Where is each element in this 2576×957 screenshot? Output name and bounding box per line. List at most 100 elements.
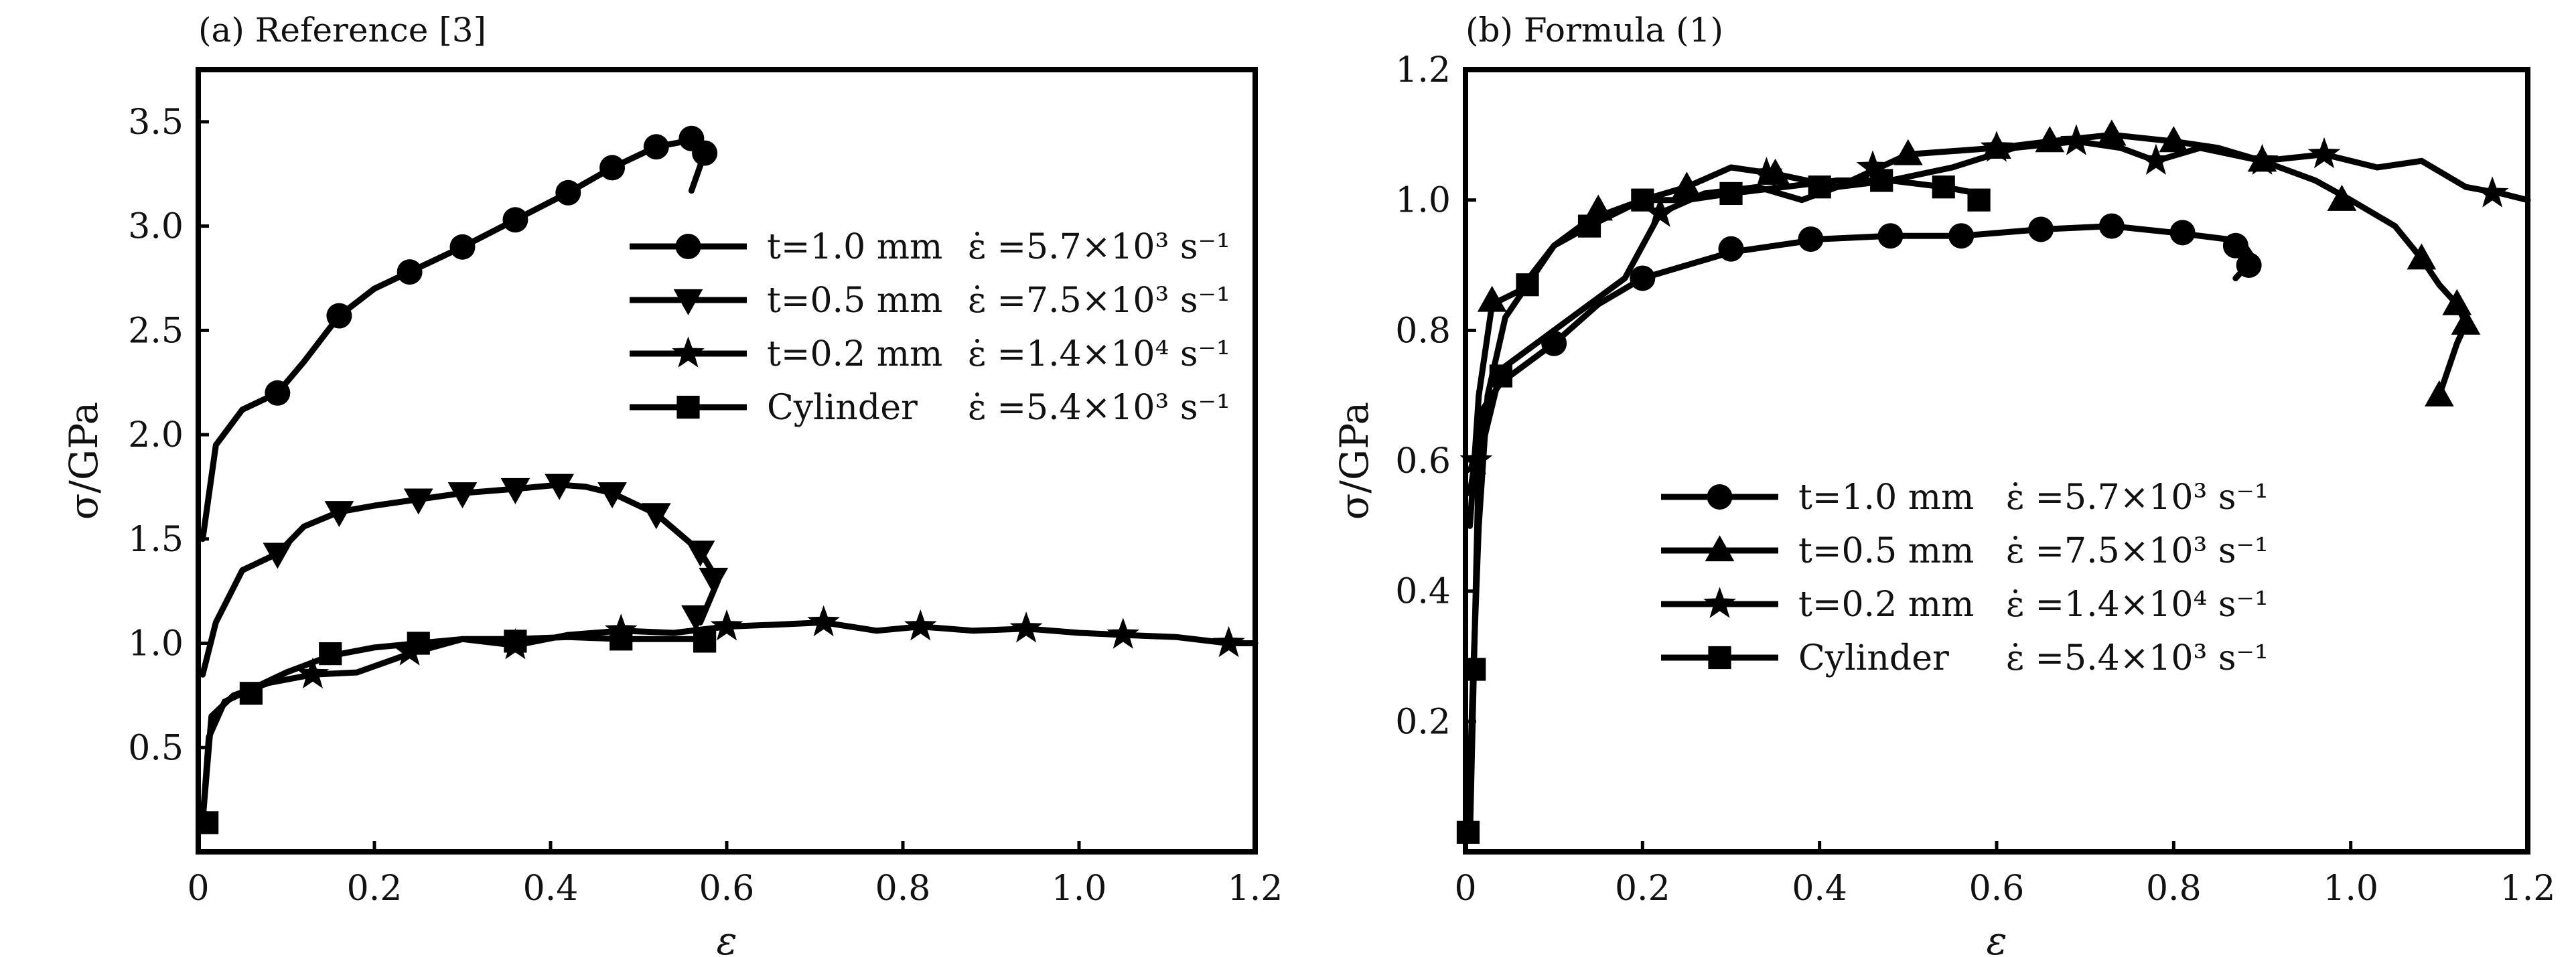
chart-a-y-axis-label: σ/GPa [61, 402, 106, 520]
chart-b-y-tick-label-0: 0.2 [1395, 702, 1451, 742]
chart-b-series-1-point-2 [1672, 171, 1702, 198]
chart-b-x-tick-label-6: 1.2 [2500, 869, 2556, 909]
chart-b-series-0-point-10 [2236, 252, 2262, 278]
chart-b-legend-marker-2 [1703, 587, 1736, 618]
chart-a-series-2-point-9 [1212, 625, 1245, 658]
chart-b-series-3-point-8 [1870, 169, 1893, 192]
chart-b-series-3-point-7 [1808, 175, 1831, 199]
chart-b-ticks: 0 0.2 0.4 0.6 0.8 1.0 1.2 0.2 0.4 0.6 0.8 1.0 1.2 [1395, 50, 2555, 909]
chart-b-y-tick-label-5: 1.2 [1395, 50, 1451, 90]
chart-b-series-2-point-7 [2246, 143, 2279, 175]
chart-b-y-tick-label-3: 0.8 [1395, 311, 1451, 351]
chart-a-series-1-point-7 [641, 503, 671, 530]
chart-b-series-1-point-1 [1583, 194, 1614, 221]
chart-a-series-1-point-5 [545, 473, 574, 500]
chart-a-series-0-point-1 [326, 303, 352, 329]
chart-b-legend-rate-1: ε̇ =7.5×10³ s⁻¹ [2006, 531, 2269, 571]
chart-b-x-tick-label-2: 0.4 [1792, 869, 1847, 909]
chart-b-series-0-point-3 [1798, 226, 1824, 252]
chart-b-x-axis-label: ε [1986, 918, 2007, 957]
chart-a-legend-label-3: Cylinder [767, 388, 918, 428]
chart-b-series-1-point-7 [2096, 119, 2127, 146]
chart-a-series-3-point-2 [319, 642, 342, 666]
chart-a-series-3-point-4 [504, 630, 527, 653]
chart-b-legend-rate-0: ε̇ =5.7×10³ s⁻¹ [2006, 477, 2269, 518]
chart-b-series-0-point-7 [2098, 213, 2125, 239]
chart-a-series-1-point-6 [597, 482, 627, 509]
chart-b-series-0-point-8 [2169, 220, 2196, 246]
chart-b-series-0-point-9 [2222, 232, 2248, 259]
chart-a-series-0-point-7 [643, 134, 669, 160]
chart-b-plot-frame [1463, 67, 2530, 855]
chart-a-series-2-point-8 [1106, 617, 1140, 649]
chart-a-series-0-point-0 [265, 380, 291, 406]
chart-b-series-1-point-14 [2424, 380, 2454, 407]
chart-b-series-3-point-6 [1719, 181, 1743, 206]
chart-a-series-3-point-6 [693, 630, 717, 653]
chart-b-series-2-point-3 [1856, 150, 1889, 181]
chart-b-legend-marker-0 [1707, 484, 1733, 510]
chart-a-series-line-0 [200, 135, 708, 542]
chart-a-series-0-point-3 [449, 234, 476, 260]
chart-a-series-line-1 [200, 482, 721, 678]
chart-b-series-1-point-4 [1893, 139, 1923, 165]
chart-a-series-2-point-0 [296, 657, 330, 688]
chart-b-y-tick-label-1: 0.4 [1395, 572, 1451, 612]
chart-a-x-tick-label-6: 1.2 [1228, 869, 1283, 909]
chart-a-series-0-point-6 [599, 155, 626, 181]
chart-b-series-2-point-4 [1980, 131, 2013, 162]
chart-a-series-1-point-9 [699, 567, 729, 594]
chart-b-legend-marker-3 [1708, 646, 1731, 670]
chart-a-series-2-point-6 [904, 609, 937, 641]
chart-a-y-tick-label-4: 2.5 [128, 311, 184, 351]
chart-b-series-1-point-12 [2442, 289, 2472, 315]
chart-a-y-tick-label-2: 1.5 [128, 520, 184, 560]
chart-b-series-0-point-2 [1718, 236, 1744, 262]
chart-a-x-tick-label-0: 0 [187, 869, 209, 909]
chart-b-series-3-point-4 [1577, 214, 1601, 238]
chart-a-series-0-point-2 [397, 259, 423, 285]
chart-b-x-tick-label-0: 0 [1454, 869, 1476, 909]
chart-a-series-1-point-10 [681, 605, 711, 632]
chart-a-legend: t=1.0 mm ε̇ =5.7×10³ s⁻¹ t=0.5 mm ε̇ =7.5×1… [630, 227, 1230, 428]
chart-b-x-tick-label-3: 0.6 [1969, 869, 2025, 909]
chart-b: (b) Formula (1) 0 0.2 0.4 0.6 0.8 1.0 1.2 0.2 0.… [1332, 11, 2555, 957]
chart-b-series-1-point-8 [2159, 126, 2189, 153]
chart-b-legend-label-0: t=1.0 mm [1798, 477, 1974, 518]
chart-a-x-tick-label-3: 0.6 [699, 869, 755, 909]
chart-a-series-2-point-5 [807, 605, 840, 637]
chart-b-x-tick-label-4: 0.8 [2146, 869, 2202, 909]
chart-b-legend-rate-3: ε̇ =5.4×10³ s⁻¹ [2006, 638, 2269, 678]
chart-a-x-axis-label: ε [716, 918, 737, 957]
chart-a-series-3-point-1 [239, 682, 263, 705]
chart-a-series-3-point-5 [610, 628, 633, 651]
chart-a-legend-label-1: t=0.5 mm [767, 281, 942, 321]
chart-b-y-axis-label: σ/GPa [1332, 402, 1377, 520]
chart-a-x-tick-label-4: 0.8 [875, 869, 931, 909]
chart-a-series-0-point-5 [555, 179, 581, 206]
chart-a-title: (a) Reference [3] [198, 11, 486, 50]
chart-b-series-2-point-9 [2476, 176, 2509, 208]
chart-a-series-1-point-0 [263, 542, 293, 569]
chart-b-legend: t=1.0 mm ε̇ =5.7×10³ s⁻¹ t=0.5 mm ε̇ =7.5×1… [1661, 477, 2269, 678]
chart-a-y-tick-label-5: 3.0 [128, 207, 184, 247]
chart-b-x-tick-label-5: 1.0 [2323, 869, 2378, 909]
chart-a-legend-label-2: t=0.2 mm [767, 334, 942, 374]
chart-b-series-3-point-9 [1932, 175, 1955, 199]
chart-a-legend-rate-2: ε̇ =1.4×10⁴ s⁻¹ [968, 334, 1230, 374]
chart-b-title: (b) Formula (1) [1465, 11, 1723, 50]
chart-a-series-1-point-1 [324, 501, 354, 528]
chart-a-legend-rate-1: ε̇ =7.5×10³ s⁻¹ [968, 281, 1230, 321]
chart-a-plot-frame [196, 67, 1258, 855]
chart-b-y-tick-label-2: 0.6 [1395, 441, 1451, 482]
chart-b-series-0-point-5 [1948, 223, 1975, 249]
chart-a-legend-marker-2 [672, 336, 705, 368]
chart-a-series-2-point-4 [710, 609, 743, 641]
chart-a: (a) Reference [3] 0 0.2 0.4 0.6 0.8 1.0 1.2 0.5… [61, 11, 1283, 957]
chart-a-legend-label-0: t=1.0 mm [767, 227, 942, 267]
chart-a-y-tick-label-1: 1.0 [128, 624, 184, 664]
chart-a-series-0-point-9 [692, 140, 718, 166]
chart-a-ticks: 0 0.2 0.4 0.6 0.8 1.0 1.2 0.5 1.0 1.5 2.0 2.5 3.0 3.5 [128, 102, 1283, 909]
chart-a-x-tick-label-5: 1.0 [1052, 869, 1107, 909]
chart-b-series-3-point-10 [1967, 188, 1991, 212]
